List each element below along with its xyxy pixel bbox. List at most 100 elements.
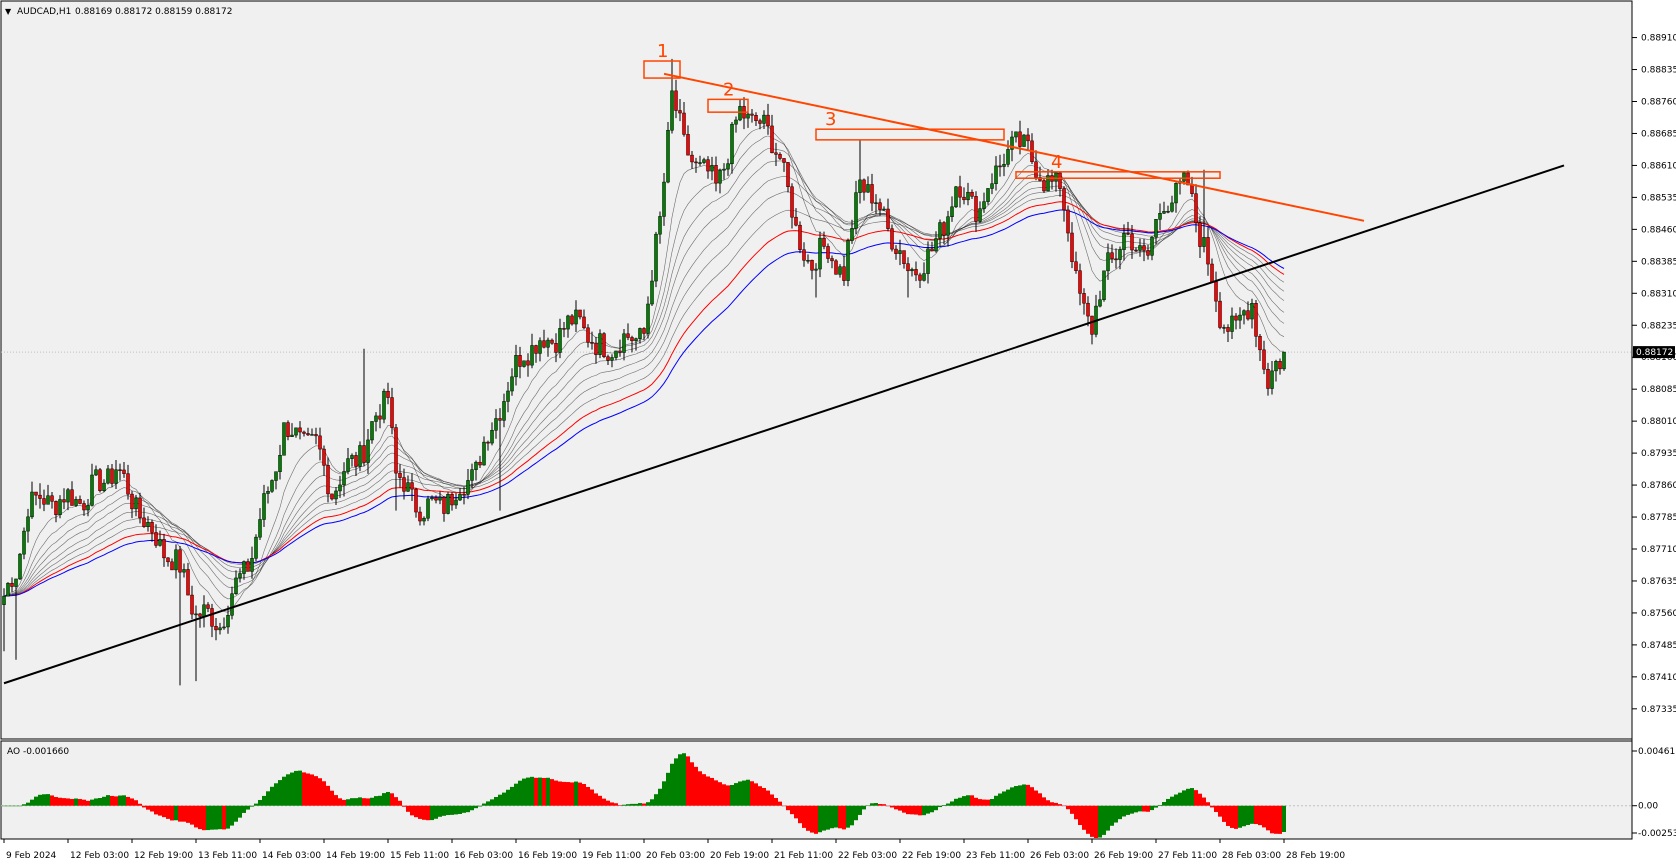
- price-tick-label: 0.87410: [1641, 673, 1676, 683]
- candle: [362, 348, 366, 467]
- time-tick-label: 27 Feb 11:00: [1158, 851, 1217, 861]
- candle: [866, 176, 870, 193]
- pattern-box[interactable]: [815, 128, 1005, 141]
- ao-bar: [142, 805, 146, 808]
- candle: [442, 495, 446, 522]
- ao-bar: [446, 805, 450, 816]
- pattern-box[interactable]: [643, 60, 681, 79]
- candle: [330, 493, 334, 501]
- candle: [166, 557, 170, 567]
- ao-bar: [174, 805, 178, 821]
- ao-bar: [570, 782, 574, 806]
- ao-bar: [42, 794, 46, 806]
- candle: [874, 194, 878, 215]
- candle: [238, 568, 242, 583]
- candle: [1082, 288, 1086, 315]
- candle: [1230, 307, 1234, 340]
- candle: [338, 475, 342, 498]
- candle: [46, 484, 50, 505]
- candle: [22, 527, 26, 560]
- time-tick-label: 12 Feb 19:00: [134, 851, 193, 861]
- ao-tick-label: 0.00: [1638, 802, 1658, 812]
- candle: [998, 154, 1002, 177]
- price-tick-label: 0.88760: [1641, 98, 1676, 108]
- ao-bar: [370, 797, 374, 806]
- candle: [366, 428, 370, 474]
- candle: [1086, 296, 1090, 327]
- candle: [890, 224, 894, 252]
- ao-bar: [1038, 793, 1042, 806]
- candle: [626, 323, 630, 341]
- candle: [430, 495, 434, 501]
- ao-bar: [178, 805, 182, 822]
- candle: [678, 98, 682, 122]
- main-chart[interactable]: 1 2 3 4 ▼ AUDCAD,H1 0.88169 0.88172 0.88159…: [0, 0, 1633, 740]
- ao-bar: [214, 805, 218, 830]
- candle: [290, 423, 294, 437]
- ao-bar: [70, 799, 74, 806]
- ao-bar: [886, 805, 890, 807]
- ao-bar: [442, 805, 446, 816]
- candle: [706, 156, 710, 179]
- resistance-trendline[interactable]: [663, 72, 1365, 222]
- candle: [682, 101, 686, 137]
- candle: [898, 239, 902, 266]
- time-tick-label: 26 Feb 03:00: [1030, 851, 1089, 861]
- ao-bar: [654, 794, 658, 806]
- candle: [2, 588, 6, 652]
- ao-bar: [898, 805, 902, 811]
- candle: [1242, 309, 1246, 325]
- candle: [86, 499, 90, 517]
- ao-bar: [622, 804, 626, 806]
- candle: [550, 338, 554, 345]
- main-chart-background: [0, 0, 1633, 740]
- candle: [14, 578, 18, 660]
- menu-arrow-icon[interactable]: ▼: [5, 7, 12, 16]
- candle: [790, 183, 794, 229]
- candle: [1026, 128, 1030, 151]
- ao-subwindow[interactable]: AO -0.001660: [0, 740, 1633, 840]
- price-tick-label: 0.88610: [1641, 161, 1676, 171]
- ao-bar: [1182, 790, 1186, 806]
- trendlines[interactable]: [3, 72, 1565, 685]
- candle: [1058, 172, 1062, 197]
- ao-bar: [1090, 805, 1094, 837]
- ao-bar: [6, 805, 10, 807]
- candle: [942, 221, 946, 245]
- candle: [538, 337, 542, 362]
- time-axis[interactable]: 9 Feb 2024 12 Feb 03:00 12 Feb 19:00 13 Feb…: [3, 839, 1345, 861]
- candle: [422, 516, 426, 526]
- candle: [426, 495, 430, 522]
- candle: [74, 496, 78, 507]
- price-axis[interactable]: 0.88910 0.88835 0.88760 0.88685 0.88610 0.885…: [1631, 1, 1676, 839]
- ao-bar: [858, 805, 862, 815]
- time-tick-label: 14 Feb 19:00: [326, 851, 385, 861]
- time-tick-label: 22 Feb 19:00: [902, 851, 961, 861]
- moving-average-8: [3, 135, 1285, 600]
- ao-bar: [390, 793, 394, 806]
- ao-bar: [726, 785, 730, 806]
- candle: [786, 162, 790, 193]
- pattern-box[interactable]: [707, 98, 749, 113]
- ao-bar: [322, 781, 326, 806]
- price-tick-label: 0.88010: [1641, 417, 1676, 427]
- ao-bar: [82, 799, 86, 806]
- candle: [314, 427, 318, 445]
- time-tick-label: 26 Feb 19:00: [1094, 851, 1153, 861]
- candle: [418, 506, 422, 526]
- ao-bar: [1034, 790, 1038, 806]
- pattern-box[interactable]: [1015, 171, 1221, 179]
- candle: [1206, 226, 1210, 276]
- ao-bar: [1146, 805, 1150, 812]
- candle: [190, 585, 194, 620]
- pattern-boxes[interactable]: 1 2 3 4: [643, 41, 1221, 179]
- candle: [850, 219, 854, 244]
- candle: [118, 463, 122, 481]
- ao-bar: [514, 783, 518, 806]
- candle: [414, 487, 418, 518]
- support-trendline[interactable]: [3, 164, 1565, 685]
- ao-bar: [830, 805, 834, 829]
- ao-bar: [674, 758, 678, 806]
- candle: [662, 172, 666, 226]
